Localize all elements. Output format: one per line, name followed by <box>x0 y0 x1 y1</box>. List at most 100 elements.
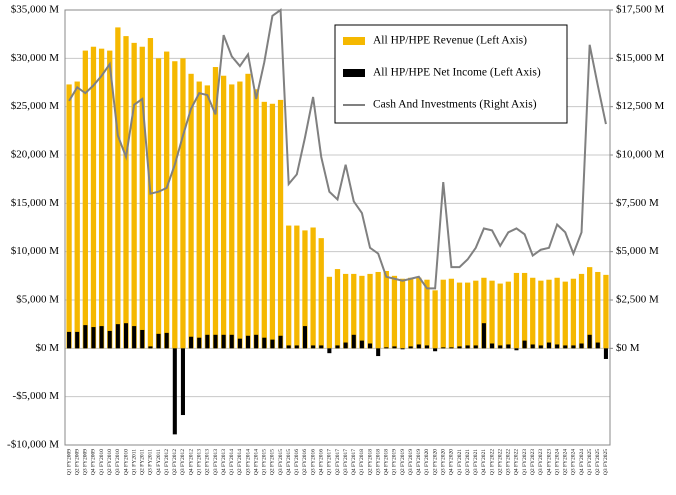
bar <box>123 323 129 349</box>
x-tick-label: Q1 FY2020 <box>424 449 430 475</box>
bar <box>220 75 227 349</box>
bar <box>164 51 170 349</box>
bar <box>254 334 259 349</box>
bar <box>570 278 577 349</box>
legend-label: All HP/HPE Net Income (Left Axis) <box>373 67 541 79</box>
bar <box>180 58 186 349</box>
bar <box>335 345 340 349</box>
y2-tick-label: $5,000 M <box>616 245 659 257</box>
bar <box>172 61 178 349</box>
bar <box>375 271 381 349</box>
bar <box>66 84 72 349</box>
bar <box>449 347 454 349</box>
y2-tick-label: $7,500 M <box>616 197 659 209</box>
y-tick-label: -$5,000 M <box>13 390 60 402</box>
y-tick-label: $20,000 M <box>11 149 60 161</box>
y-tick-label: $35,000 M <box>11 4 60 16</box>
bar <box>74 81 80 349</box>
x-tick-label: Q3 FY2013 <box>213 449 219 475</box>
x-tick-label: Q2 FY2011 <box>140 449 146 475</box>
bar <box>513 272 520 349</box>
x-tick-label: Q2 FY2012 <box>172 449 178 475</box>
y-tick-label: $0 M <box>35 342 59 354</box>
bar <box>432 290 438 349</box>
bar <box>188 73 194 349</box>
bar <box>132 326 137 349</box>
bar <box>578 273 585 349</box>
y-tick-label: $10,000 M <box>11 245 60 257</box>
bar <box>156 333 161 349</box>
bar <box>579 343 584 349</box>
x-tick-label: Q2 FY2025 <box>595 449 601 475</box>
bar <box>408 346 413 349</box>
bar <box>131 42 137 349</box>
x-tick-label: Q4 FY2014 <box>253 449 259 475</box>
bar <box>505 281 511 349</box>
bar <box>189 336 194 349</box>
bar <box>473 345 478 349</box>
bar <box>172 348 177 435</box>
bar <box>277 99 284 349</box>
bar <box>351 273 357 349</box>
x-tick-label: Q4 FY2015 <box>286 449 292 475</box>
bar <box>546 279 552 349</box>
bar <box>351 334 356 349</box>
bar <box>269 103 276 349</box>
x-tick-label: Q2 FY2020 <box>432 449 438 475</box>
x-tick-label: Q3 FY2011 <box>148 449 154 475</box>
x-tick-label: Q1 FY2017 <box>327 449 333 475</box>
bar <box>310 227 316 349</box>
plot-frame <box>64 9 611 446</box>
bar <box>424 279 430 349</box>
bar <box>391 275 398 349</box>
x-tick-label: Q4 FY2018 <box>384 449 390 475</box>
x-tick-label: Q4 FY2011 <box>156 449 162 475</box>
bar <box>343 342 348 349</box>
bar <box>359 340 364 349</box>
bar <box>91 327 96 349</box>
bar <box>212 67 219 349</box>
bar <box>140 329 145 349</box>
bar <box>587 334 592 349</box>
y2-tick-label: $0 M <box>616 342 640 354</box>
bar <box>261 101 267 349</box>
x-tick-label: Q2 FY2022 <box>497 449 503 475</box>
bar <box>318 238 324 349</box>
y-tick-label: -$10,000 M <box>7 439 59 451</box>
legend-label: Cash And Investments (Right Axis) <box>373 99 537 111</box>
x-tick-label: Q3 FY2018 <box>375 449 381 475</box>
x-tick-label: Q2 FY2009 <box>74 449 80 475</box>
x-tick-label: Q2 FY2015 <box>270 449 276 475</box>
x-tick-label: Q4 FY2016 <box>318 449 324 475</box>
bar <box>514 348 519 351</box>
bar <box>262 337 267 349</box>
bar <box>196 81 202 349</box>
bar <box>603 348 608 359</box>
x-tick-label: Q3 FY2019 <box>408 449 414 475</box>
x-tick-label: Q4 FY2012 <box>188 449 194 475</box>
x-tick-label: Q2 FY2017 <box>335 449 341 475</box>
x-tick-label: Q3 FY2024 <box>571 449 577 475</box>
bar <box>286 345 291 349</box>
y2-tick-label: $10,000 M <box>616 149 665 161</box>
x-tick-label: Q3 FY2021 <box>473 449 479 475</box>
bar <box>408 277 414 349</box>
bar <box>204 85 210 349</box>
bar <box>229 84 235 349</box>
x-tick-label: Q1 FY2013 <box>196 449 202 475</box>
bar <box>554 277 560 349</box>
bar <box>384 347 389 349</box>
bar <box>416 277 422 349</box>
x-tick-label: Q3 FY2025 <box>603 449 609 475</box>
x-tick-label: Q3 FY2023 <box>538 449 544 475</box>
legend-label: All HP/HPE Revenue (Left Axis) <box>373 35 527 47</box>
bar <box>294 225 300 349</box>
bar <box>465 282 471 349</box>
bar <box>98 48 105 349</box>
bar <box>205 334 210 349</box>
bar <box>376 348 381 357</box>
bar <box>448 278 455 349</box>
legend: All HP/HPE Revenue (Left Axis) All HP/HPE… <box>334 24 568 124</box>
bar <box>67 331 72 349</box>
bar <box>530 277 536 349</box>
